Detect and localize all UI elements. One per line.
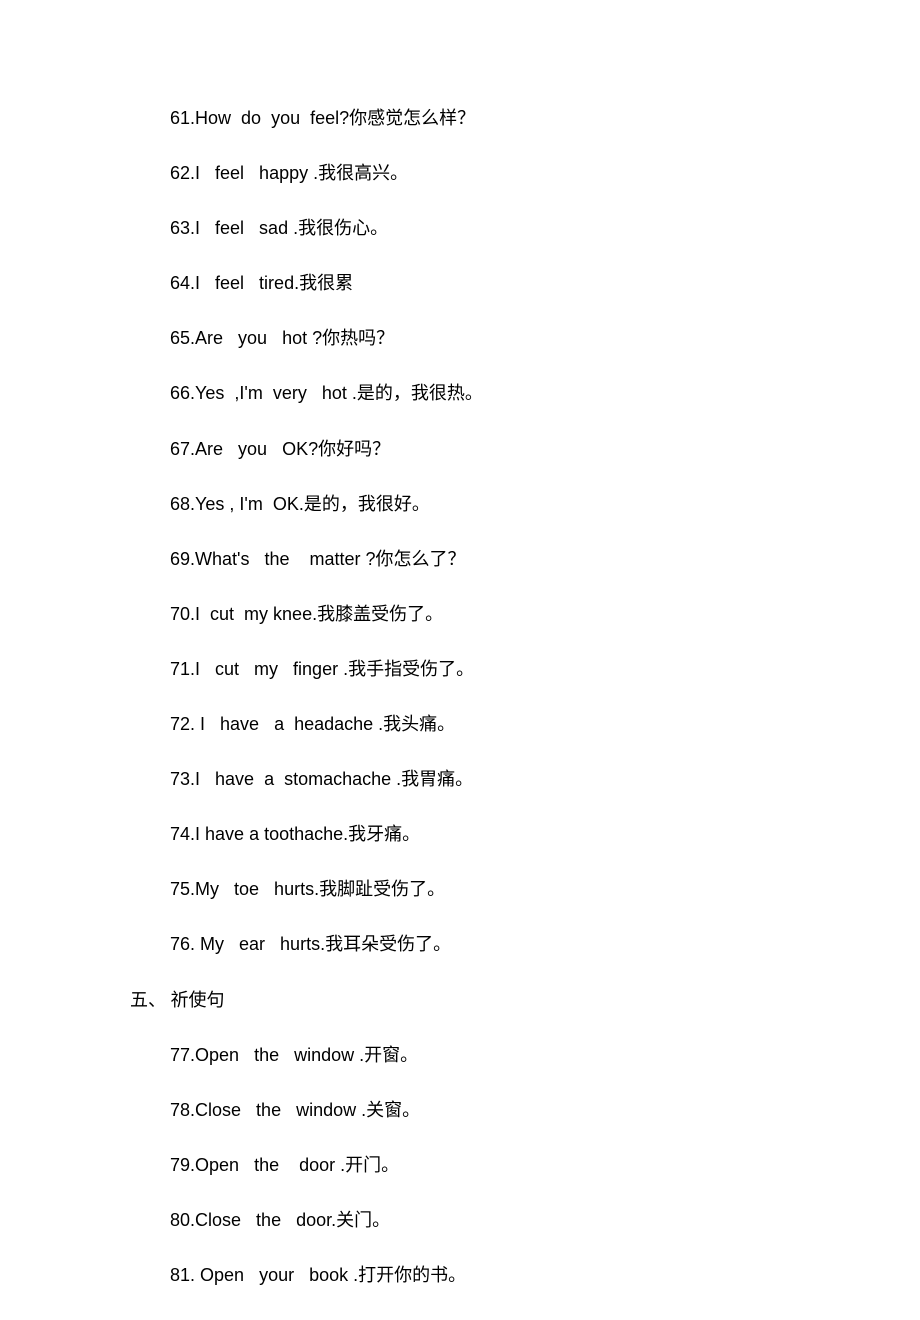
line-number: 63: [170, 218, 190, 238]
line-number: 66: [170, 383, 190, 403]
sentence-line: 63.I feel sad .我很伤心。: [170, 218, 810, 240]
english-text: .I have a toothache.: [190, 824, 348, 844]
english-text: .I feel sad .: [190, 218, 298, 238]
chinese-text: 我很伤心。: [298, 218, 388, 238]
chinese-text: 我胃痛。: [401, 769, 473, 789]
chinese-text: 我膝盖受伤了。: [317, 604, 443, 624]
chinese-text: 是的，我很好。: [304, 494, 430, 514]
sentence-line: 74.I have a toothache.我牙痛。: [170, 824, 810, 846]
document-page: 61.How do you feel?你感觉怎么样？ 62.I feel happ…: [0, 0, 920, 1302]
line-number: 78: [170, 1100, 190, 1120]
english-text: .My toe hurts.: [190, 879, 319, 899]
sentence-line: 73.I have a stomachache .我胃痛。: [170, 769, 810, 791]
sentence-line: 75.My toe hurts.我脚趾受伤了。: [170, 879, 810, 901]
chinese-text: 我牙痛。: [348, 824, 420, 844]
line-number: 74: [170, 824, 190, 844]
english-text: .I cut my finger .: [190, 659, 348, 679]
english-text: .I cut my knee.: [190, 604, 317, 624]
sentence-line: 66.Yes ,I'm very hot .是的，我很热。: [170, 383, 810, 405]
document-content: 61.How do you feel?你感觉怎么样？ 62.I feel happ…: [170, 108, 810, 1320]
line-number: 64: [170, 273, 190, 293]
sentence-line: 77.Open the window .开窗。: [170, 1045, 810, 1067]
line-number: 67: [170, 439, 190, 459]
sentence-line: 80.Close the door.关门。: [170, 1210, 810, 1232]
english-text: . Open your book .: [190, 1265, 358, 1285]
chinese-text: 是的，我很热。: [357, 383, 483, 403]
sentence-line: 79.Open the door .开门。: [170, 1155, 810, 1177]
sentence-line: 61.How do you feel?你感觉怎么样？: [170, 108, 810, 130]
line-number: 69: [170, 549, 190, 569]
chinese-text: 我头痛。: [383, 714, 455, 734]
sentence-line: 69.What's the matter ?你怎么了？: [170, 549, 810, 571]
line-number: 71: [170, 659, 190, 679]
sentence-line: 81. Open your book .打开你的书。: [170, 1265, 810, 1287]
line-number: 79: [170, 1155, 190, 1175]
chinese-text: 我手指受伤了。: [348, 659, 474, 679]
english-text: .Close the window .: [190, 1100, 366, 1120]
chinese-text: 我脚趾受伤了。: [319, 879, 445, 899]
chinese-text: 我很累: [299, 273, 353, 293]
line-number: 61: [170, 108, 190, 128]
english-text: .What's the matter ?: [190, 549, 376, 569]
english-text: .Are you OK?: [190, 439, 318, 459]
line-number: 80: [170, 1210, 190, 1230]
sentence-line: 71.I cut my finger .我手指受伤了。: [170, 659, 810, 681]
line-number: 81: [170, 1265, 190, 1285]
sentence-line: 68.Yes , I'm OK.是的，我很好。: [170, 494, 810, 516]
sentence-line: 67.Are you OK?你好吗？: [170, 439, 810, 461]
english-text: .Open the window .: [190, 1045, 364, 1065]
english-text: .Open the door .: [190, 1155, 345, 1175]
line-number: 68: [170, 494, 190, 514]
section-heading: 五、 祈使句: [130, 990, 810, 1012]
line-number: 75: [170, 879, 190, 899]
chinese-text: 你怎么了？: [376, 549, 466, 569]
english-text: .Close the door.: [190, 1210, 336, 1230]
line-number: 77: [170, 1045, 190, 1065]
english-text: .Yes ,I'm very hot .: [190, 383, 357, 403]
sentence-line: 72. I have a headache .我头痛。: [170, 714, 810, 736]
english-text: .I have a stomachache .: [190, 769, 401, 789]
english-text: .I feel happy .: [190, 163, 318, 183]
sentence-line: 64.I feel tired.我很累: [170, 273, 810, 295]
english-text: . I have a headache .: [190, 714, 383, 734]
chinese-text: 开门。: [345, 1155, 399, 1175]
sentence-line: 62.I feel happy .我很高兴。: [170, 163, 810, 185]
line-number: 73: [170, 769, 190, 789]
english-text: .Are you hot ?: [190, 328, 322, 348]
line-number: 65: [170, 328, 190, 348]
chinese-text: 打开你的书。: [358, 1265, 466, 1285]
english-text: .I feel tired.: [190, 273, 299, 293]
sentence-line: 65.Are you hot ?你热吗？: [170, 328, 810, 350]
chinese-text: 开窗。: [364, 1045, 418, 1065]
sentence-line: 70.I cut my knee.我膝盖受伤了。: [170, 604, 810, 626]
english-text: .Yes , I'm OK.: [190, 494, 304, 514]
sentence-line: 76. My ear hurts.我耳朵受伤了。: [170, 934, 810, 956]
line-number: 62: [170, 163, 190, 183]
line-number: 76: [170, 934, 190, 954]
chinese-text: 你感觉怎么样？: [349, 108, 475, 128]
line-number: 70: [170, 604, 190, 624]
chinese-text: 关门。: [336, 1210, 390, 1230]
english-text: .How do you feel?: [190, 108, 349, 128]
line-number: 72: [170, 714, 190, 734]
chinese-text: 你好吗？: [318, 439, 390, 459]
chinese-text: 我很高兴。: [318, 163, 408, 183]
chinese-text: 我耳朵受伤了。: [325, 934, 451, 954]
sentence-line: 78.Close the window .关窗。: [170, 1100, 810, 1122]
chinese-text: 关窗。: [366, 1100, 420, 1120]
english-text: . My ear hurts.: [190, 934, 325, 954]
chinese-text: 你热吗？: [322, 328, 394, 348]
